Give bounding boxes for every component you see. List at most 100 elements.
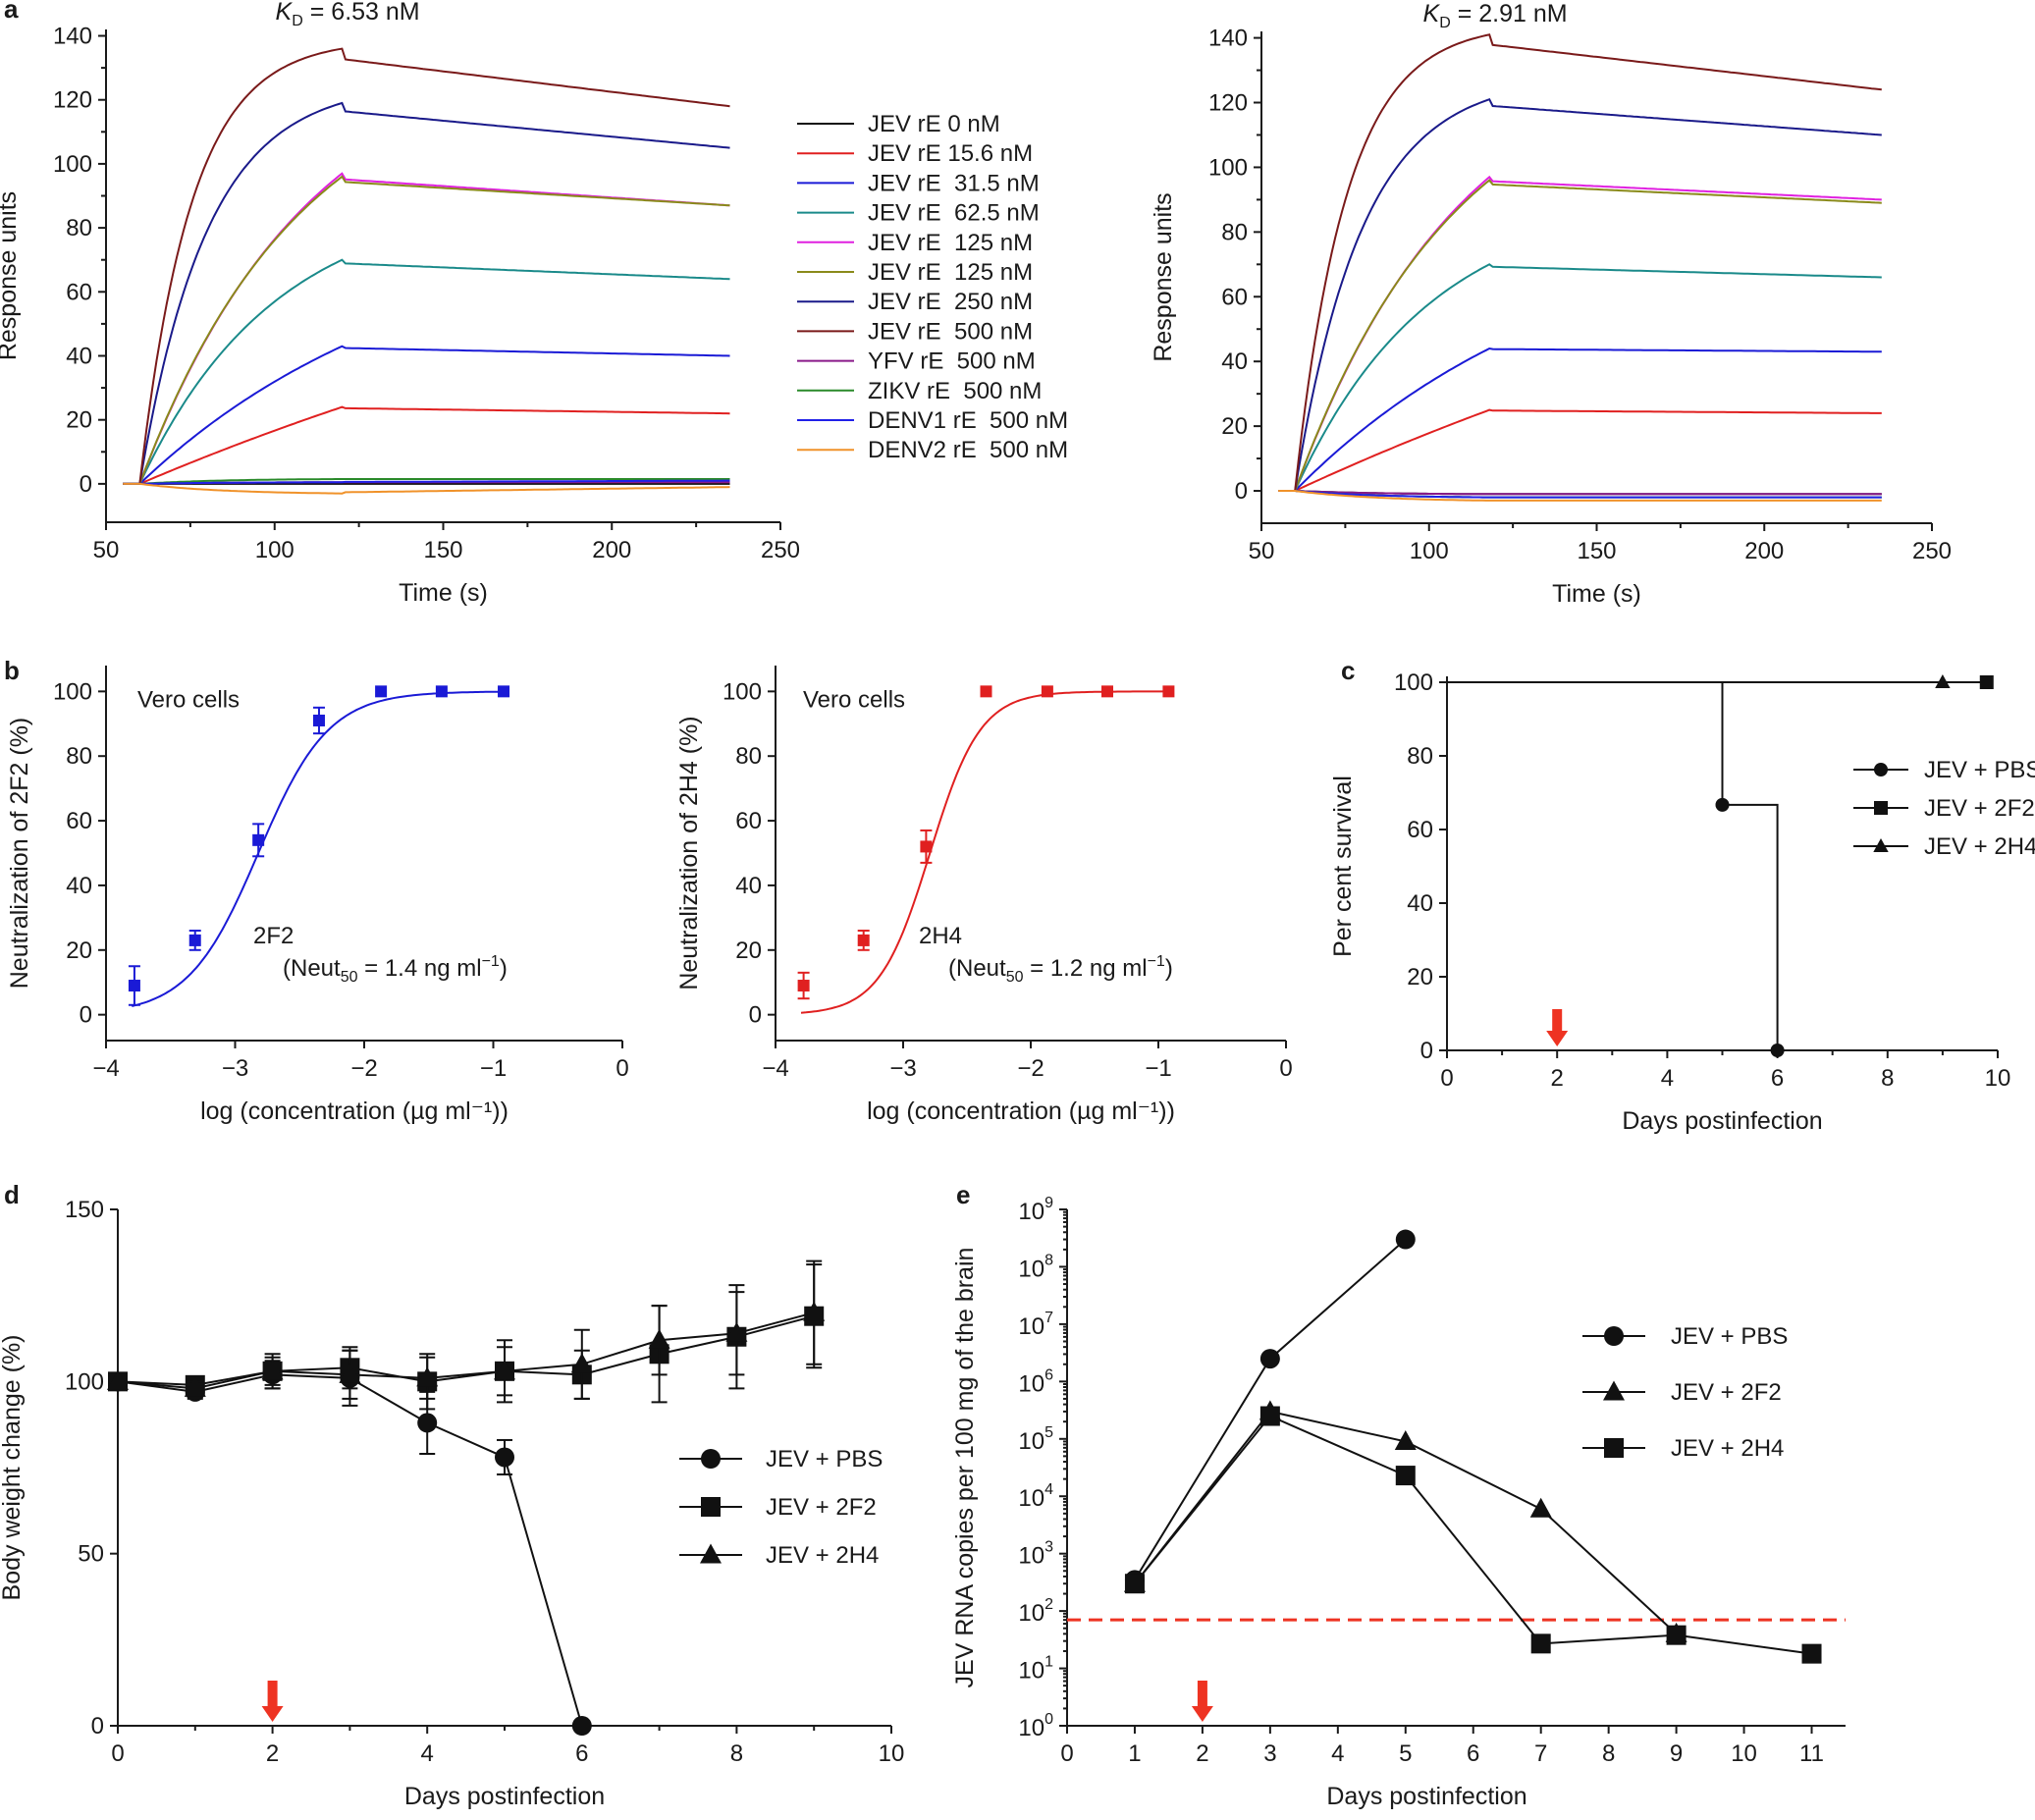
data-point <box>980 685 992 698</box>
legend-label: JEV rE 125 nM <box>868 259 1033 286</box>
y-tick-label: 20 <box>735 937 762 964</box>
y-tick-label: 50 <box>78 1541 104 1568</box>
legend-label: JEV + 2F2 <box>1924 795 2035 822</box>
y-tick-label: 100 <box>65 1368 104 1395</box>
x-tick-label: 150 <box>423 537 462 563</box>
data-point <box>495 1447 514 1468</box>
kd-title: KD = 6.53 nM <box>276 0 420 29</box>
data-point <box>1979 675 1994 689</box>
data-point <box>1801 1643 1822 1664</box>
legend-label: JEV + 2H4 <box>766 1542 879 1569</box>
y-tick-label: 60 <box>1407 817 1433 843</box>
x-tick-label: 6 <box>1467 1740 1479 1767</box>
series-line <box>117 1311 815 1390</box>
panel-a1: 50 100 150 200 250 0 20 40 60 80 100 120 140 KD = 6.5… <box>0 0 1068 607</box>
y-axis-label: Body weight change (%) <box>0 1335 26 1601</box>
x-tick-label: 2 <box>1196 1740 1208 1767</box>
legend-marker <box>701 1449 721 1469</box>
data-point <box>1162 685 1175 698</box>
y-tick-label: 108 <box>1018 1252 1053 1282</box>
sensorgram-line <box>1278 263 1882 492</box>
x-tick-label: 50 <box>93 537 120 563</box>
x-tick-label: 7 <box>1534 1740 1547 1767</box>
y-tick-label: 0 <box>1235 478 1248 505</box>
x-tick-label: 8 <box>1881 1065 1894 1092</box>
legend-label: JEV + PBS <box>766 1446 883 1472</box>
sensorgram-line <box>1278 408 1882 492</box>
x-axis-label: log (concentration (µg ml⁻¹)) <box>867 1097 1175 1125</box>
panel-letter-a: a <box>4 0 19 24</box>
data-point <box>1715 797 1730 812</box>
data-point <box>184 1376 206 1397</box>
y-tick-label: 20 <box>1407 964 1433 990</box>
cell-annotation: Vero cells <box>803 686 905 713</box>
data-point <box>725 1321 748 1342</box>
legend-label: JEV + 2H4 <box>1924 833 2035 860</box>
panel-a2: 50 100 150 200 250 0 20 40 60 80 100 120 140 KD = 2.9… <box>1150 0 1952 608</box>
x-tick-label: 0 <box>1440 1065 1453 1092</box>
x-tick-label: 8 <box>730 1740 743 1767</box>
legend-marker <box>1874 763 1888 776</box>
y-tick-label: 109 <box>1018 1195 1053 1225</box>
data-point <box>1935 673 1951 688</box>
y-tick-label: 40 <box>66 873 92 899</box>
data-point <box>803 1301 826 1321</box>
x-tick-label: 100 <box>1410 538 1449 564</box>
x-tick-label: 6 <box>575 1740 588 1767</box>
series-line <box>1134 1415 1812 1655</box>
x-tick-label: 0 <box>1060 1740 1073 1767</box>
legend-label: JEV + 2H4 <box>1671 1435 1784 1462</box>
legend-label: ZIKV rE 500 nM <box>868 378 1042 404</box>
x-tick-label: −2 <box>1017 1055 1044 1082</box>
treatment-arrow <box>261 1681 284 1722</box>
data-point <box>1259 1349 1280 1369</box>
x-tick-label: 150 <box>1577 538 1616 564</box>
data-point <box>1259 1406 1280 1426</box>
data-point <box>261 1360 284 1380</box>
y-tick-label: 20 <box>1221 413 1248 440</box>
x-tick-label: 200 <box>592 537 631 563</box>
series-line <box>117 1373 583 1727</box>
neut50-label: (Neut50 = 1.4 ng ml−1) <box>283 953 508 986</box>
sensorgram-line <box>123 47 730 485</box>
y-axis-label: JEV RNA copies per 100 mg of the brain <box>951 1248 979 1688</box>
y-tick-label: 80 <box>66 215 92 241</box>
survival-step-line <box>1447 681 1779 1050</box>
legend-label: DENV1 rE 500 nM <box>868 407 1068 434</box>
data-point <box>1124 1574 1145 1594</box>
data-point <box>571 1716 592 1736</box>
data-point <box>1529 1497 1552 1518</box>
y-tick-label: 20 <box>66 407 92 434</box>
antibody-label: 2F2 <box>253 923 294 949</box>
legend-label: JEV rE 500 nM <box>868 318 1033 345</box>
panel-b1: −4 −3 −2 −1 0 0 20 40 60 80 100 log (concentration … <box>6 666 629 1125</box>
sensorgram-line <box>1278 490 1882 496</box>
data-point <box>494 1360 515 1380</box>
data-point <box>128 980 140 992</box>
neut50-label: (Neut50 = 1.2 ng ml−1) <box>948 953 1173 986</box>
x-axis-label: Days postinfection <box>404 1783 605 1810</box>
y-tick-label: 101 <box>1018 1654 1053 1685</box>
legend-label: JEV rE 0 nM <box>868 111 1000 137</box>
sensorgram-line <box>123 479 730 485</box>
y-tick-label: 102 <box>1018 1596 1053 1627</box>
sensorgram-line <box>123 405 730 485</box>
x-tick-label: −3 <box>222 1055 248 1082</box>
y-tick-label: 120 <box>1208 90 1248 117</box>
x-tick-label: −2 <box>350 1055 377 1082</box>
x-tick-label: 200 <box>1744 538 1784 564</box>
data-point <box>417 1413 438 1433</box>
y-tick-label: 40 <box>1221 348 1248 375</box>
y-tick-label: 0 <box>80 1002 92 1029</box>
y-tick-label: 140 <box>53 24 92 50</box>
y-axis-label: Neutralization of 2H4 (%) <box>675 716 703 990</box>
legend-label: YFV rE 500 nM <box>868 348 1036 375</box>
x-axis-label: Time (s) <box>399 579 488 607</box>
sensorgram-line <box>1278 490 1882 502</box>
legend-label: JEV rE 62.5 nM <box>868 200 1040 227</box>
data-point <box>648 1328 670 1349</box>
y-tick-label: 150 <box>65 1197 104 1223</box>
data-point <box>375 685 388 698</box>
